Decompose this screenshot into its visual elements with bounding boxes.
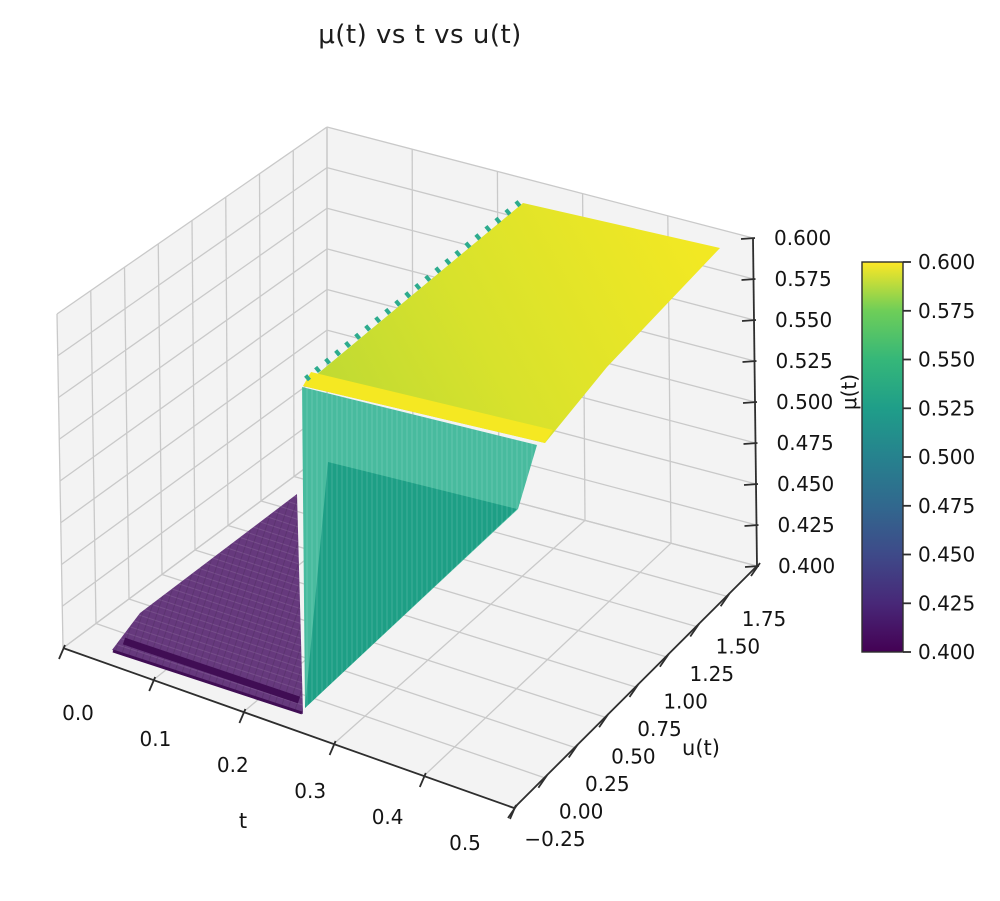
svg-text:0.2: 0.2	[217, 753, 249, 777]
svg-text:1.75: 1.75	[742, 607, 787, 631]
surface-high-plane	[303, 203, 720, 443]
svg-text:t: t	[239, 809, 247, 833]
svg-text:1.00: 1.00	[663, 690, 708, 714]
surface-jump-wall-texture	[302, 387, 537, 708]
svg-text:0.1: 0.1	[139, 727, 171, 751]
svg-text:0.5: 0.5	[449, 831, 481, 855]
svg-text:0.575: 0.575	[918, 299, 975, 323]
surface-jump-wall-teeth	[304, 194, 528, 382]
svg-text:0.425: 0.425	[778, 513, 835, 537]
svg-text:−0.25: −0.25	[524, 827, 585, 851]
svg-text:0.400: 0.400	[918, 640, 975, 664]
colorbar-gradient	[861, 261, 904, 653]
svg-text:0.450: 0.450	[918, 543, 975, 567]
surface-low-plane-edge	[112, 649, 303, 715]
z-axis-ticks: 0.400 0.425 0.450 0.475 0.500 0.525 0.550 0.575…	[740, 226, 835, 578]
svg-text:0.475: 0.475	[777, 431, 834, 455]
svg-text:μ(t): μ(t)	[837, 374, 861, 410]
surface-high-plane-ledge	[303, 372, 553, 443]
svg-text:0.500: 0.500	[776, 390, 833, 414]
svg-text:u(t): u(t)	[682, 736, 720, 760]
svg-text:0.25: 0.25	[585, 772, 630, 796]
svg-text:0.0: 0.0	[62, 701, 94, 725]
x-axis-ticks: 0.0 0.1 0.2 0.3 0.4 0.5	[58, 644, 517, 855]
surface	[112, 194, 720, 715]
svg-text:0.400: 0.400	[778, 554, 835, 578]
svg-text:0.600: 0.600	[774, 226, 831, 250]
colorbar: 0.400 0.425 0.450 0.475 0.500 0.525 0.550 0.575…	[861, 250, 975, 664]
svg-text:1.50: 1.50	[716, 635, 761, 659]
y-axis-ticks: −0.25 0.00 0.25 0.50 0.75 1.00 1.25 1.50 1.75	[507, 562, 787, 851]
surface-low-plane-texture	[112, 494, 303, 714]
svg-text:0.450: 0.450	[777, 472, 834, 496]
svg-text:0.75: 0.75	[637, 717, 682, 741]
svg-text:0.3: 0.3	[294, 779, 326, 803]
svg-text:0.550: 0.550	[775, 308, 832, 332]
svg-text:0.600: 0.600	[918, 250, 975, 274]
surface-low-plane-stripe	[122, 637, 301, 704]
svg-text:0.525: 0.525	[776, 349, 833, 373]
chart-title: μ(t) vs t vs u(t)	[318, 20, 522, 50]
svg-text:0.550: 0.550	[918, 348, 975, 372]
svg-text:0.50: 0.50	[611, 745, 656, 769]
svg-text:0.4: 0.4	[372, 805, 404, 829]
svg-text:0.475: 0.475	[918, 494, 975, 518]
y-axis-label: u(t)	[682, 736, 720, 760]
svg-text:0.525: 0.525	[918, 396, 975, 420]
svg-text:0.575: 0.575	[775, 267, 832, 291]
svg-text:0.00: 0.00	[559, 800, 604, 824]
x-axis-label: t	[239, 809, 247, 833]
z-axis-label: μ(t)	[837, 374, 861, 410]
svg-text:0.425: 0.425	[918, 591, 975, 615]
svg-text:1.25: 1.25	[690, 662, 735, 686]
svg-text:0.500: 0.500	[918, 445, 975, 469]
